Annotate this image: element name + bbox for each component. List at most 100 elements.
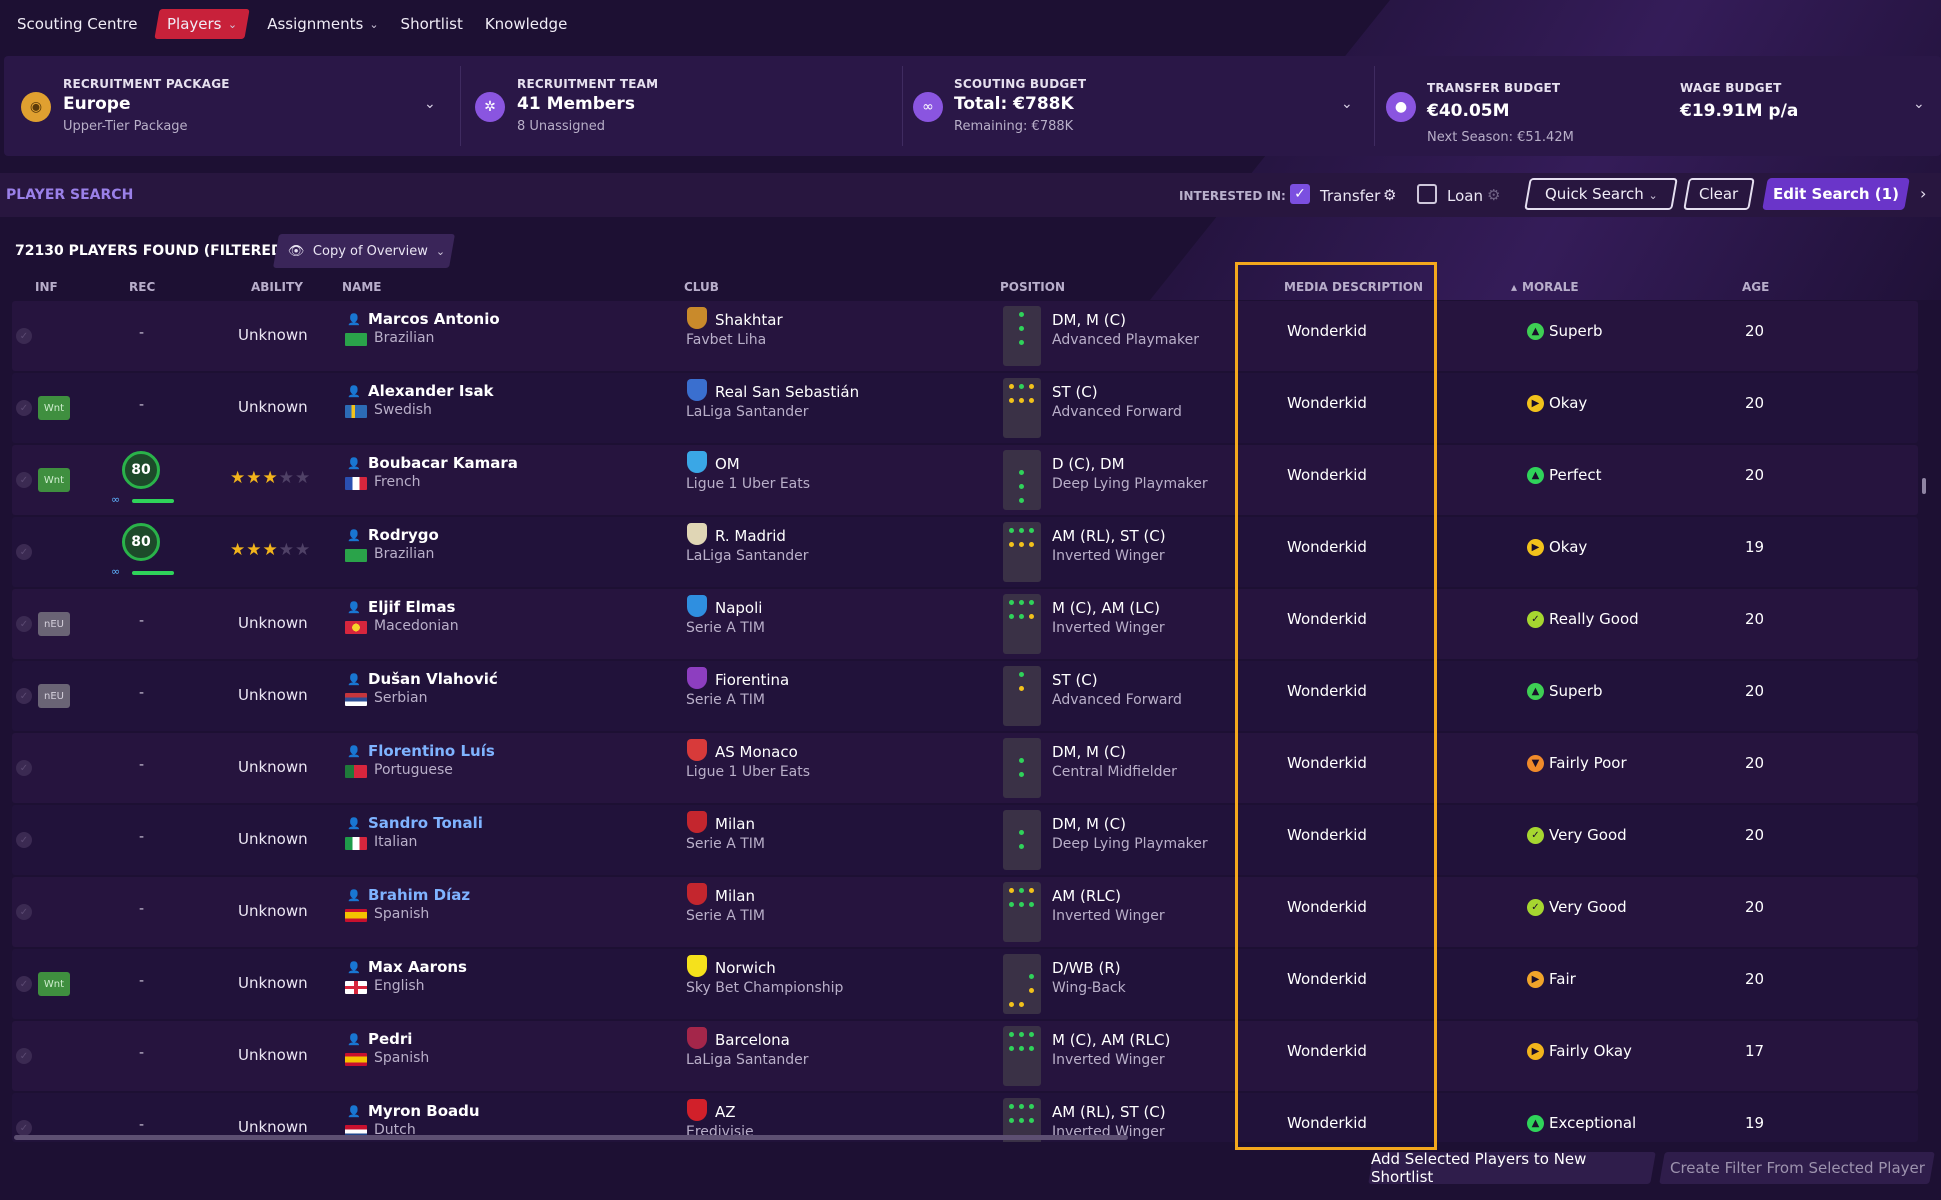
position: AM (RL), ST (C): [1052, 527, 1166, 545]
recruitment-team-panel[interactable]: ✲ RECRUITMENT TEAM › 41 Members 8 Unassi…: [461, 56, 901, 156]
table-row[interactable]: ✓ 80 ∞ ★★★★★ 👤 Rodrygo Brazilian R. Madrid LaLig…: [12, 517, 1918, 587]
player-name[interactable]: Sandro Tonali: [368, 814, 483, 832]
scouting-budget-panel[interactable]: ∞ SCOUTING BUDGET Total: €788K Remaining…: [903, 56, 1373, 156]
club-name[interactable]: Fiorentina: [715, 671, 790, 689]
chevron-down-icon[interactable]: ⌄: [1913, 96, 1925, 112]
quick-search-button[interactable]: Quick Search ⌄: [1524, 178, 1678, 210]
nav-players[interactable]: Players ⌄: [154, 9, 250, 39]
select-checkbox[interactable]: ✓: [16, 1120, 32, 1136]
league-name[interactable]: LaLiga Santander: [686, 548, 809, 564]
player-name[interactable]: Max Aarons: [368, 958, 467, 976]
table-row[interactable]: ✓ - Unknown 👤 Pedri Spanish Barcelona LaLiga Sa…: [12, 1021, 1918, 1091]
column-morale[interactable]: MORALE: [1522, 280, 1579, 294]
select-checkbox[interactable]: ✓: [16, 328, 32, 344]
horizontal-scrollbar[interactable]: [14, 1135, 1128, 1140]
select-checkbox[interactable]: ✓: [16, 904, 32, 920]
club-name[interactable]: Napoli: [715, 599, 763, 617]
table-row[interactable]: ✓ - Unknown 👤 Marcos Antonio Brazilian Shakhta…: [12, 301, 1918, 371]
club-name[interactable]: Milan: [715, 815, 755, 833]
select-checkbox[interactable]: ✓: [16, 688, 32, 704]
club-name[interactable]: Milan: [715, 887, 755, 905]
select-checkbox[interactable]: ✓: [16, 1048, 32, 1064]
view-selector[interactable]: 👁 Copy of Overview ⌄: [273, 234, 455, 268]
table-row[interactable]: ✓ - Unknown 👤 Florentino Luís Portuguese AS Mo…: [12, 733, 1918, 803]
select-checkbox[interactable]: ✓: [16, 760, 32, 776]
select-checkbox[interactable]: ✓: [16, 472, 32, 488]
flag-icon: [345, 1125, 367, 1138]
player-name[interactable]: Boubacar Kamara: [368, 454, 518, 472]
nav-shortlist[interactable]: Shortlist: [399, 9, 465, 39]
loan-checkbox[interactable]: [1417, 184, 1437, 204]
clear-button[interactable]: Clear: [1683, 178, 1755, 210]
league-name[interactable]: Serie A TIM: [686, 692, 765, 708]
vertical-scrollbar[interactable]: [1922, 478, 1926, 494]
player-name[interactable]: Myron Boadu: [368, 1102, 480, 1120]
table-row[interactable]: ✓ nEU - Unknown 👤 Eljif Elmas Macedonian Napoli…: [12, 589, 1918, 659]
league-name[interactable]: Favbet Liha: [686, 332, 767, 348]
recruitment-package-panel[interactable]: ◉ RECRUITMENT PACKAGE Europe Upper-Tier …: [4, 56, 459, 156]
player-name[interactable]: Pedri: [368, 1030, 413, 1048]
gear-icon[interactable]: ⚙: [1383, 186, 1397, 204]
club-name[interactable]: Norwich: [715, 959, 776, 977]
league-name[interactable]: Ligue 1 Uber Eats: [686, 476, 811, 492]
club-name[interactable]: Shakhtar: [715, 311, 783, 329]
player-name[interactable]: Marcos Antonio: [368, 310, 500, 328]
nav-scouting-centre[interactable]: Scouting Centre: [15, 9, 139, 39]
club-name[interactable]: OM: [715, 455, 740, 473]
player-name[interactable]: Rodrygo: [368, 526, 439, 544]
recommendation-value: -: [139, 397, 145, 413]
table-row[interactable]: ✓ - Unknown 👤 Brahim Díaz Spanish Milan Serie A…: [12, 877, 1918, 947]
league-name[interactable]: LaLiga Santander: [686, 404, 809, 420]
column-ability[interactable]: ABILITY: [251, 280, 303, 294]
player-name[interactable]: Alexander Isak: [368, 382, 494, 400]
transfer-checkbox[interactable]: ✓: [1290, 184, 1310, 204]
league-name[interactable]: LaLiga Santander: [686, 1052, 809, 1068]
column-name[interactable]: NAME: [342, 280, 382, 294]
chevron-down-icon[interactable]: ⌄: [1341, 96, 1353, 112]
chevron-right-icon[interactable]: ›: [1920, 184, 1927, 203]
league-name[interactable]: Serie A TIM: [686, 908, 765, 924]
club-name[interactable]: AS Monaco: [715, 743, 798, 761]
table-row[interactable]: ✓ nEU - Unknown 👤 Dušan Vlahović Serbian Fioren…: [12, 661, 1918, 731]
piggy-bank-icon: ●: [1386, 92, 1416, 122]
position-dot: [1019, 340, 1024, 345]
chevron-down-icon[interactable]: ⌄: [424, 96, 436, 112]
table-row[interactable]: ✓ Wnt - Unknown 👤 Max Aarons English Norwich Sky…: [12, 949, 1918, 1019]
nav-assignments[interactable]: Assignments ⌄: [265, 9, 380, 39]
column-inf[interactable]: INF: [35, 280, 58, 294]
player-name[interactable]: Eljif Elmas: [368, 598, 456, 616]
media-description: Wonderkid: [1287, 610, 1367, 628]
edit-search-button[interactable]: Edit Search (1): [1762, 178, 1910, 210]
table-row[interactable]: ✓ - Unknown 👤 Myron Boadu Dutch AZ Eredivisie AM…: [12, 1093, 1918, 1142]
table-row[interactable]: ✓ Wnt - Unknown 👤 Alexander Isak Swedish Real S…: [12, 373, 1918, 443]
league-name[interactable]: Sky Bet Championship: [686, 980, 844, 996]
column-position[interactable]: POSITION: [1000, 280, 1065, 294]
player-name[interactable]: Brahim Díaz: [368, 886, 471, 904]
select-checkbox[interactable]: ✓: [16, 976, 32, 992]
select-checkbox[interactable]: ✓: [16, 832, 32, 848]
create-filter-button[interactable]: Create Filter From Selected Player: [1659, 1152, 1935, 1184]
league-name[interactable]: Ligue 1 Uber Eats: [686, 764, 811, 780]
table-row[interactable]: ✓ - Unknown 👤 Sandro Tonali Italian Milan Serie…: [12, 805, 1918, 875]
league-name[interactable]: Serie A TIM: [686, 836, 765, 852]
player-name[interactable]: Dušan Vlahović: [368, 670, 498, 688]
add-to-shortlist-button[interactable]: Add Selected Players to New Shortlist: [1368, 1150, 1656, 1186]
nav-label: Knowledge: [484, 15, 568, 33]
club-name[interactable]: Barcelona: [715, 1031, 790, 1049]
club-name[interactable]: AZ: [715, 1103, 736, 1121]
transfer-budget-panel[interactable]: ● TRANSFER BUDGET €40.05M Next Season: €…: [1375, 56, 1941, 156]
player-name[interactable]: Florentino Luís: [368, 742, 495, 760]
column-age[interactable]: AGE: [1742, 280, 1770, 294]
select-checkbox[interactable]: ✓: [16, 544, 32, 560]
person-icon: 👤: [347, 1105, 361, 1118]
nav-knowledge[interactable]: Knowledge: [483, 9, 569, 39]
club-name[interactable]: R. Madrid: [715, 527, 786, 545]
column-club[interactable]: CLUB: [684, 280, 719, 294]
club-name[interactable]: Real San Sebastián: [715, 383, 860, 401]
table-row[interactable]: ✓ Wnt 80 ∞ ★★★★★ 👤 Boubacar Kamara French OM Ligu…: [12, 445, 1918, 515]
select-checkbox[interactable]: ✓: [16, 616, 32, 632]
league-name[interactable]: Serie A TIM: [686, 620, 765, 636]
column-rec[interactable]: REC: [129, 280, 156, 294]
select-checkbox[interactable]: ✓: [16, 400, 32, 416]
column-media-description[interactable]: MEDIA DESCRIPTION: [1284, 280, 1424, 294]
